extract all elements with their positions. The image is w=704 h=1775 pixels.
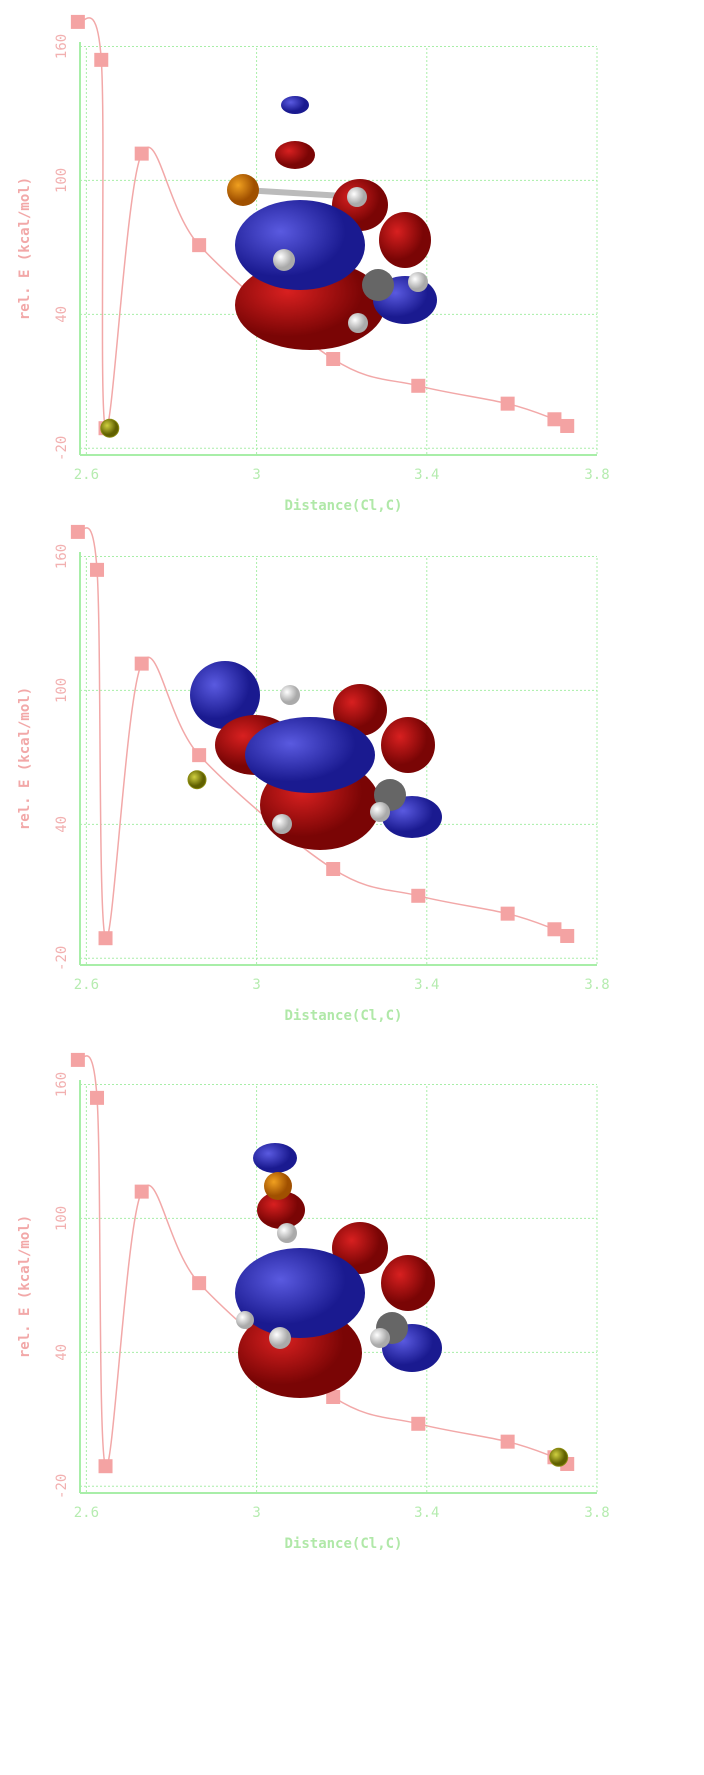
x-tick-label: 3.8	[584, 977, 609, 993]
point	[411, 889, 425, 903]
point	[71, 525, 85, 539]
point	[560, 419, 574, 433]
point	[135, 657, 149, 671]
y-axis-label: rel. E (kcal/mol)	[17, 687, 33, 830]
point	[547, 922, 561, 936]
highlight-point	[101, 419, 119, 437]
point	[94, 53, 108, 67]
point	[192, 238, 206, 252]
point	[90, 563, 104, 577]
point	[501, 397, 515, 411]
panel: 2.6 3 3.4 3.8 -20 40 100 160 Distance(Cl,C) rel. …	[17, 15, 610, 514]
point	[326, 862, 340, 876]
point	[192, 1276, 206, 1290]
panel: 2.6 3 3.4 3.8 -20 40 100 160 Distance(Cl,C) rel. …	[17, 1053, 610, 1552]
point	[501, 1435, 515, 1449]
panel: 2.6 3 3.4 3.8 -20 40 100 160 Distance(Cl,C) rel. …	[17, 525, 610, 1024]
point	[135, 1185, 149, 1199]
highlight-point	[550, 1448, 568, 1466]
y-tick-label: -20	[54, 436, 70, 461]
x-tick-label: 3	[252, 1505, 260, 1521]
x-axis-label: Distance(Cl,C)	[284, 1008, 402, 1024]
point	[135, 147, 149, 161]
x-axis-label: Distance(Cl,C)	[284, 498, 402, 514]
y-tick-label: 100	[54, 1206, 70, 1231]
x-tick-label: 3	[252, 467, 260, 483]
highlight-point	[188, 771, 206, 789]
figure: 2.6 3 3.4 3.8 -20 40 100 160 Distance(Cl,C) rel. …	[0, 0, 704, 1775]
point	[71, 1053, 85, 1067]
point	[90, 1091, 104, 1105]
point	[501, 907, 515, 921]
x-tick-label: 3.4	[414, 1505, 439, 1521]
y-tick-label: 160	[54, 34, 70, 59]
y-tick-label: 100	[54, 678, 70, 703]
y-tick-label: 40	[54, 306, 70, 323]
x-tick-label: 2.6	[74, 977, 99, 993]
x-tick-label: 3	[252, 977, 260, 993]
y-tick-label: -20	[54, 1474, 70, 1499]
point	[411, 1417, 425, 1431]
x-tick-label: 2.6	[74, 467, 99, 483]
x-axis-label: Distance(Cl,C)	[284, 1536, 402, 1552]
x-tick-label: 3.8	[584, 467, 609, 483]
y-tick-label: 160	[54, 544, 70, 569]
y-tick-label: 40	[54, 816, 70, 833]
point	[192, 748, 206, 762]
x-tick-label: 3.8	[584, 1505, 609, 1521]
y-tick-label: 40	[54, 1344, 70, 1361]
orbital	[235, 1143, 442, 1398]
orbital	[190, 661, 442, 850]
point	[99, 931, 113, 945]
point	[71, 15, 85, 29]
y-axis-label: rel. E (kcal/mol)	[17, 177, 33, 320]
y-tick-label: 160	[54, 1072, 70, 1097]
point	[547, 412, 561, 426]
orbital	[227, 96, 437, 350]
point	[99, 1459, 113, 1473]
x-tick-label: 3.4	[414, 977, 439, 993]
y-tick-label: -20	[54, 946, 70, 971]
y-axis-label: rel. E (kcal/mol)	[17, 1215, 33, 1358]
x-tick-label: 3.4	[414, 467, 439, 483]
y-tick-label: 100	[54, 168, 70, 193]
point	[411, 379, 425, 393]
x-tick-label: 2.6	[74, 1505, 99, 1521]
point	[326, 352, 340, 366]
point	[560, 929, 574, 943]
